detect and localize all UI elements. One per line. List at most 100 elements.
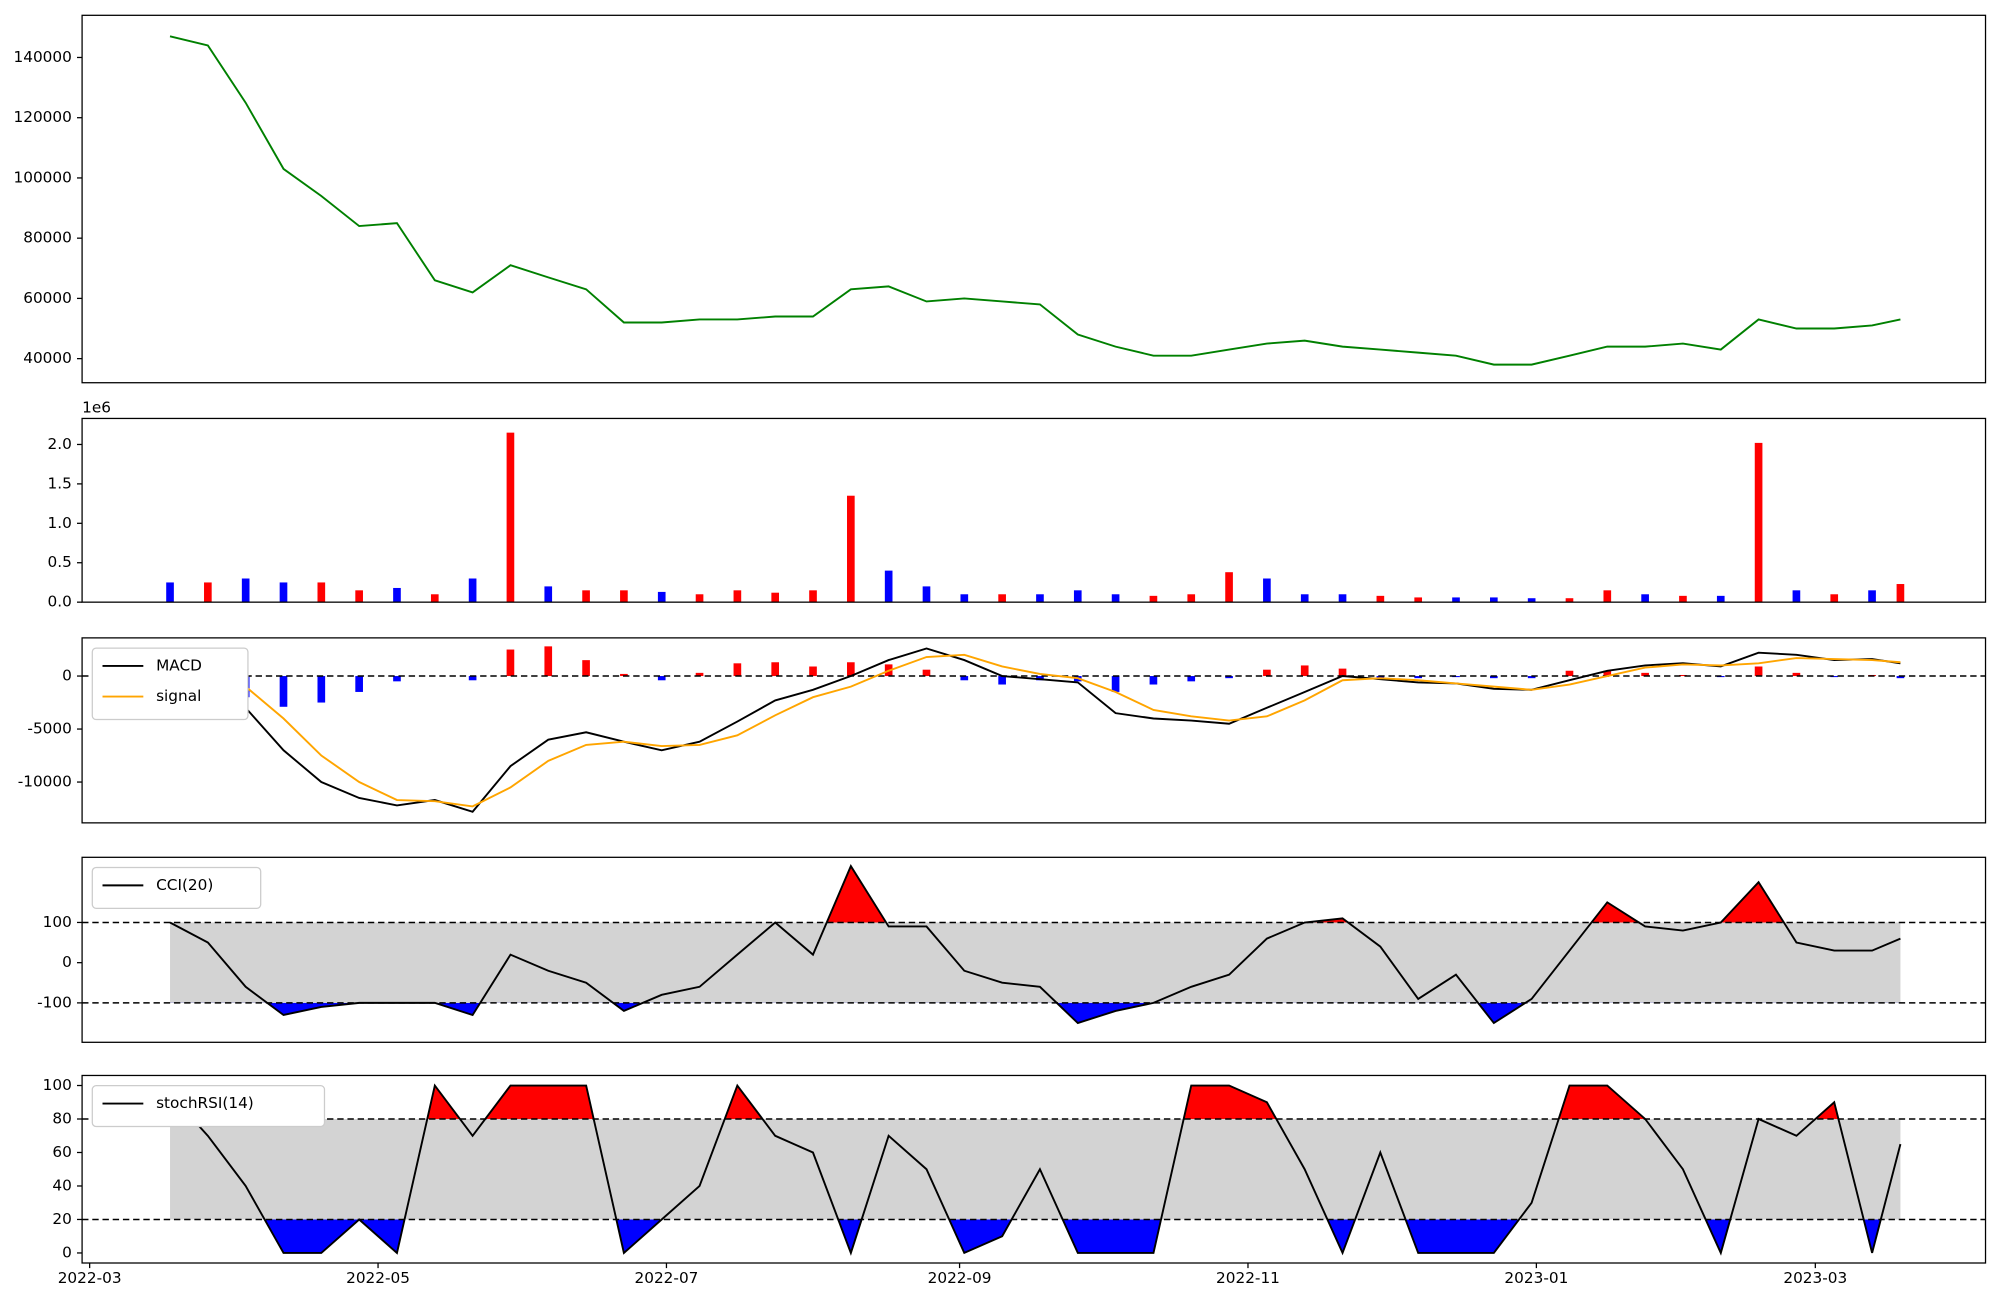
histogram-bar (544, 646, 553, 677)
histogram-bar (1225, 676, 1233, 679)
legend-box (91, 1085, 326, 1128)
histogram-bar (998, 676, 1006, 685)
y-tick-label: 80000 (23, 229, 72, 247)
histogram-bar (1300, 665, 1309, 677)
bar (1149, 595, 1158, 603)
histogram-bar (1754, 666, 1763, 677)
bar (884, 570, 893, 603)
histogram-bar (393, 676, 401, 682)
histogram-bar (1679, 674, 1687, 677)
bar (620, 590, 628, 603)
plot-area (166, 432, 1905, 603)
oversold-fill (170, 1219, 1901, 1253)
y-tick-label: 1.0 (48, 514, 72, 532)
bar (1452, 597, 1460, 603)
overbought-fill (169, 1085, 1901, 1120)
bar (1263, 578, 1271, 603)
panel: 0 20 40 60 80 100 2022-03 2022-05 2022-07 2022-09… (43, 1074, 1987, 1287)
bar (204, 582, 212, 603)
y-tick-label: 80 (52, 1110, 71, 1128)
plot-area (82, 864, 1986, 1025)
line (169, 647, 1901, 813)
y-tick-label: 40000 (23, 349, 72, 367)
bar (1111, 594, 1120, 603)
y-tick-label: 20 (52, 1210, 71, 1228)
bar (1716, 595, 1725, 603)
bar (847, 495, 855, 603)
histogram-bar (1896, 676, 1905, 679)
y-tick-label: 120000 (13, 108, 71, 126)
histogram-bar (1263, 669, 1271, 677)
histogram-bar (1187, 676, 1196, 682)
histogram-bar (1830, 676, 1839, 678)
histogram-bar (695, 672, 704, 677)
bar (582, 590, 590, 603)
panel-frame (81, 637, 1987, 824)
bar (733, 590, 742, 603)
bar (657, 591, 666, 603)
bar (922, 586, 931, 603)
line (169, 864, 1901, 1025)
y-tick-label: 1.5 (48, 474, 72, 492)
y-tick-label: 0 (62, 953, 72, 971)
histogram-bar (1527, 676, 1536, 679)
histogram-bar (771, 662, 780, 677)
histogram-bar (733, 663, 742, 677)
legend: CCI(20) (91, 866, 262, 909)
histogram-bar (1111, 676, 1120, 692)
y-tick-label: 0 (62, 1243, 72, 1261)
bar (1792, 590, 1801, 603)
bar (1641, 594, 1649, 603)
legend-label: stochRSI(14) (156, 1094, 254, 1112)
histogram-bar (468, 676, 477, 681)
x-tick-label: 2022-09 (928, 1269, 992, 1287)
histogram-bar (279, 676, 288, 707)
histogram-bar (1338, 668, 1347, 677)
y-tick-label: 100 (43, 1076, 72, 1094)
y-tick-label: 100 (43, 913, 72, 931)
histogram-bar (1792, 672, 1801, 677)
line (169, 35, 1901, 366)
bar (317, 582, 326, 603)
offset-label: 1e6 (82, 399, 111, 417)
legend: MACD signal (91, 647, 249, 721)
legend-label: signal (156, 687, 201, 705)
plot-area (169, 35, 1901, 366)
histogram-bar (317, 676, 326, 703)
line (169, 1083, 1902, 1256)
bar (1414, 597, 1423, 603)
bar (1754, 442, 1763, 603)
y-tick-label: 140000 (13, 48, 71, 66)
y-tick-label: 60 (52, 1143, 71, 1161)
y-tick-label: 100000 (13, 168, 71, 186)
bar (771, 592, 780, 603)
histogram-bar (1149, 676, 1158, 685)
y-tick-label: 0.5 (48, 553, 72, 571)
y-tick-label: -5000 (27, 720, 71, 738)
x-tick-label: 2023-03 (1783, 1269, 1847, 1287)
bar (1679, 595, 1687, 603)
bar (355, 590, 363, 603)
bar (1490, 597, 1498, 603)
histogram-bar (1603, 670, 1612, 677)
bar (1187, 594, 1196, 603)
bar (1225, 572, 1233, 603)
histogram-bar (809, 666, 817, 677)
histogram-bar (506, 649, 515, 677)
histogram-bar (355, 676, 363, 692)
bar (960, 594, 969, 603)
histogram-bar (847, 662, 855, 677)
bar (1830, 594, 1839, 603)
bar (544, 586, 553, 603)
histogram-bar (1414, 676, 1423, 679)
band (170, 1119, 1901, 1220)
y-tick-label: -100 (37, 993, 72, 1011)
bar (468, 578, 477, 603)
bar (430, 594, 439, 603)
panel-frame (81, 14, 1987, 384)
bar (166, 582, 174, 603)
y-tick-label: 60000 (23, 289, 72, 307)
bar (998, 594, 1006, 603)
bar (1527, 598, 1536, 603)
